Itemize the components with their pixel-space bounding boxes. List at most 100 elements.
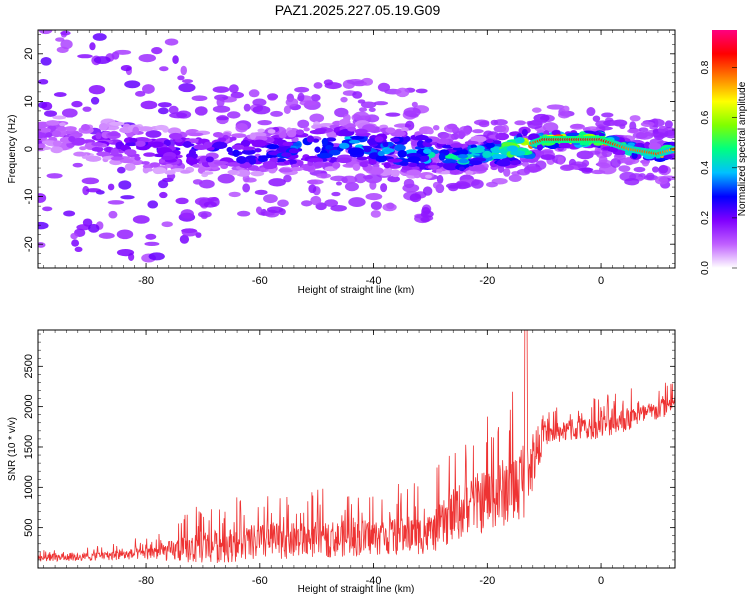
heatmap-cell — [164, 38, 179, 46]
heatmap-cell — [178, 83, 196, 93]
heatmap-cell — [52, 140, 62, 147]
heatmap-cell — [212, 86, 230, 93]
heatmap-cell — [468, 147, 485, 154]
heatmap-cell — [373, 101, 389, 106]
heatmap-cell — [332, 161, 341, 169]
heatmap-cell — [212, 132, 224, 138]
heatmap-cell — [179, 234, 190, 244]
heatmap-cell — [473, 119, 490, 126]
heatmap-cell — [254, 189, 268, 195]
heatmap-cell — [329, 149, 341, 156]
heatmap-cell — [278, 208, 286, 216]
heatmap-cell — [450, 142, 464, 148]
heatmap-cell — [592, 115, 601, 123]
heatmap-cell — [85, 188, 102, 193]
heatmap-cell — [120, 195, 135, 200]
heatmap-y-axis-label: Frequency (Hz) — [7, 115, 18, 184]
heatmap-cell — [157, 102, 172, 108]
heatmap-cell — [74, 246, 83, 253]
heatmap-cell — [557, 111, 571, 119]
snr-y-axis-label: SNR (10 * v/v) — [7, 417, 18, 481]
heatmap-cell — [557, 156, 565, 165]
heatmap-cell — [297, 119, 310, 129]
heatmap-cell — [546, 104, 565, 110]
heatmap-x-axis-label: Height of straight line (km) — [298, 285, 415, 296]
heatmap-cell — [143, 152, 156, 157]
heatmap-cell — [486, 138, 494, 144]
heatmap-cell — [508, 174, 522, 182]
heatmap-cell — [254, 148, 262, 153]
heatmap-cell — [98, 232, 115, 239]
heatmap-cell — [394, 144, 406, 152]
heatmap-cell — [610, 158, 621, 168]
heatmap-cell — [521, 128, 528, 137]
x-tick-label: 0 — [598, 575, 604, 587]
heatmap-cell — [91, 146, 104, 152]
heatmap-cell — [110, 156, 124, 161]
heatmap-cell — [59, 122, 66, 127]
heatmap-cell — [249, 132, 257, 140]
heatmap-cell — [276, 138, 284, 146]
heatmap-cell — [397, 150, 407, 158]
heatmap-cell — [118, 180, 132, 190]
heatmap-cell — [454, 181, 471, 190]
heatmap-cell — [41, 101, 53, 111]
heatmap-cell — [125, 142, 138, 147]
heatmap-cell — [521, 158, 536, 163]
heatmap-cell — [470, 135, 487, 143]
heatmap-cell — [469, 160, 483, 166]
heatmap-cell — [496, 159, 511, 167]
heatmap-cell — [536, 143, 544, 151]
heatmap-cell — [586, 107, 596, 117]
heatmap-cell — [531, 107, 542, 113]
heatmap-cell — [281, 152, 292, 158]
heatmap-cell — [492, 140, 502, 145]
heatmap-cell — [107, 132, 121, 137]
heatmap-cell — [651, 132, 668, 138]
heatmap-cell — [232, 149, 240, 158]
heatmap-cell — [248, 157, 257, 165]
heatmap-cell — [352, 91, 363, 99]
heatmap-cell — [323, 79, 334, 86]
heatmap-cell — [213, 161, 229, 165]
heatmap-cell — [82, 106, 92, 112]
heatmap-cell — [88, 223, 100, 233]
heatmap-cell — [228, 191, 241, 198]
heatmap-cell — [458, 166, 465, 172]
heatmap-cell — [281, 141, 294, 147]
heatmap-cell — [297, 92, 305, 102]
heatmap-cell — [641, 158, 650, 167]
heatmap-cell — [360, 101, 377, 109]
heatmap-cell — [138, 53, 156, 63]
heatmap-cell — [316, 152, 333, 159]
heatmap-cell — [263, 194, 278, 204]
heatmap-cell — [331, 191, 341, 197]
heatmap-cell — [159, 66, 169, 72]
heatmap-cell — [70, 232, 78, 240]
heatmap-cell — [38, 193, 47, 203]
heatmap-cell — [495, 132, 510, 141]
heatmap-cell — [658, 164, 669, 174]
heatmap-cell — [217, 173, 235, 184]
heatmap-cell — [506, 145, 519, 152]
colorbar-label: Normalized spectral amplitude — [737, 81, 748, 216]
x-tick-label: -40 — [366, 575, 382, 587]
heatmap-cell — [402, 183, 420, 193]
heatmap-cell — [303, 127, 310, 132]
heatmap-cell — [92, 33, 107, 41]
chart-title: PAZ1.2025.227.05.19.G09 — [274, 2, 441, 18]
heatmap-cell — [501, 124, 510, 134]
heatmap-cell — [301, 200, 313, 207]
heatmap-cell — [241, 146, 256, 151]
heatmap-cell — [153, 167, 167, 174]
heatmap-cell — [411, 101, 418, 108]
heatmap-cell — [251, 139, 267, 147]
heatmap-cell — [197, 211, 212, 218]
y-tick-label: -20 — [23, 236, 35, 252]
heatmap-cell — [503, 167, 511, 177]
heatmap-cell — [218, 137, 227, 143]
heatmap-cell — [514, 120, 527, 126]
heatmap-cell — [175, 197, 189, 205]
heatmap-cell — [202, 171, 214, 175]
heatmap-cell — [409, 193, 422, 203]
